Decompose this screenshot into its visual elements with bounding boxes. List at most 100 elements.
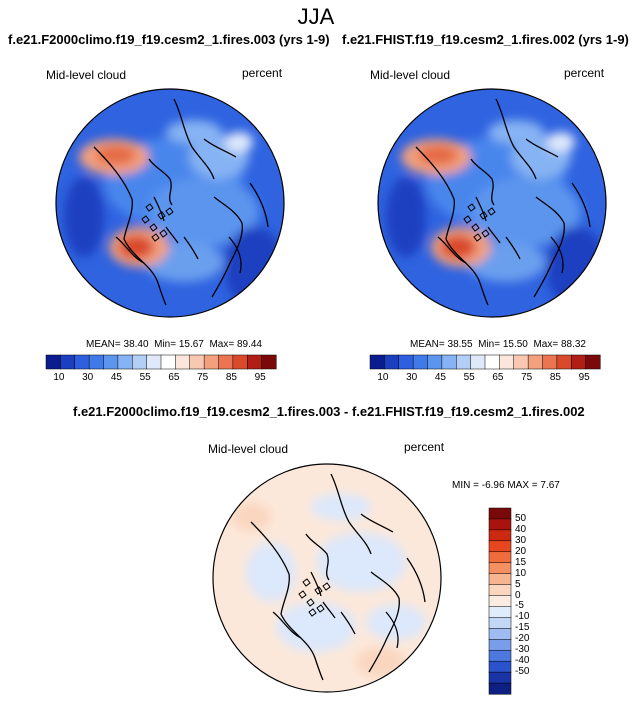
coastline <box>310 571 322 597</box>
island-outline <box>145 203 154 212</box>
colorbar-swatch <box>412 354 429 370</box>
map-border <box>212 463 442 693</box>
colorbar-tick-label: -40 <box>515 655 530 667</box>
colorbar-swatch <box>261 354 277 370</box>
island-outline <box>481 229 490 238</box>
colorbar-swatch <box>513 354 529 370</box>
field-patch <box>488 120 544 144</box>
island-outline <box>165 207 174 216</box>
coastline <box>93 146 167 306</box>
panel-1-stats: MEAN= 38.40 Min= 15.67 Max= 89.44 <box>86 339 262 350</box>
colorbar-swatch <box>542 354 558 370</box>
coastline <box>322 601 336 619</box>
colorbar-swatch <box>384 354 400 370</box>
colorbar-swatch <box>488 682 512 695</box>
coastline <box>385 611 399 649</box>
colorbar-swatch <box>488 529 512 542</box>
island-outline <box>308 608 317 617</box>
colorbar-tick-label: 65 <box>492 372 504 383</box>
colorbar-swatch <box>488 617 512 629</box>
island-outline <box>149 223 158 232</box>
colorbar-swatch <box>218 354 234 370</box>
colorbar-swatch <box>203 354 220 370</box>
diff-panel-max: 7.67 <box>540 480 560 491</box>
coastline <box>115 236 145 264</box>
colorbar-swatch <box>103 354 119 370</box>
coastline <box>340 611 356 635</box>
colorbar-swatch <box>488 562 512 575</box>
diff-panel-title: f.e21.F2000climo.f19_f19.cesm2_1.fires.0… <box>73 404 585 419</box>
colorbar-swatch <box>488 595 512 608</box>
panel-1-max: 89.44 <box>236 339 262 350</box>
diff-panel-units: percent <box>404 440 445 454</box>
panel-2-units: percent <box>564 66 605 80</box>
colorbar-swatch <box>527 354 544 370</box>
island-outline <box>159 229 168 238</box>
coastline <box>406 557 426 603</box>
field-patch <box>471 177 581 247</box>
colorbar-swatch <box>488 540 512 553</box>
colorbar-swatch <box>488 584 512 597</box>
field-patch <box>440 235 476 259</box>
colorbar-tick-label: -30 <box>515 644 530 656</box>
coastline <box>505 236 521 260</box>
colorbar-tick-label: 10 <box>515 567 527 579</box>
colorbar-tick-label: -20 <box>515 633 530 645</box>
field-patch <box>225 132 253 152</box>
field-patch <box>276 602 356 652</box>
diff-panel-stats: MIN = -6.96 MAX = 7.67 <box>452 480 560 491</box>
coastline <box>525 138 559 158</box>
panel-2-colorbar <box>369 354 601 370</box>
diff-panel-map <box>212 463 442 693</box>
panel-1-min: 15.67 <box>178 339 204 350</box>
island-outline <box>467 203 476 212</box>
field-patch <box>386 177 426 257</box>
island-outline <box>151 233 160 242</box>
field-patch <box>231 503 271 531</box>
panel-1-title: f.e21.F2000climo.f19_f19.cesm2_1.fires.0… <box>8 32 330 47</box>
panel-2-stats: MEAN= 38.55 Min= 15.50 Max= 88.32 <box>410 339 586 350</box>
island-outline <box>157 211 166 220</box>
island-outline <box>314 586 323 595</box>
colorbar-tick-label: 55 <box>463 372 475 383</box>
colorbar-swatch <box>45 354 61 370</box>
panel-2-min: 15.50 <box>502 339 528 350</box>
colorbar-swatch <box>60 354 76 370</box>
colorbar-swatch <box>499 354 515 370</box>
island-outline <box>316 604 325 613</box>
island-outline <box>141 215 150 224</box>
island-outline <box>471 223 480 232</box>
colorbar-swatch <box>132 354 148 370</box>
colorbar-tick-label: 30 <box>515 534 527 546</box>
coastline <box>153 196 165 222</box>
colorbar-tick-label: 10 <box>377 372 389 383</box>
coastline <box>228 236 242 274</box>
coastline <box>165 226 179 244</box>
colorbar-swatch <box>488 628 512 640</box>
colorbar-tick-label: 50 <box>515 512 527 524</box>
coastline <box>148 158 173 206</box>
map-border <box>377 88 607 318</box>
colorbar-tick-label: 40 <box>515 523 527 535</box>
field-patch <box>366 604 426 640</box>
colorbar-tick-label: 30 <box>406 372 418 383</box>
colorbar-tick-label: 15 <box>515 556 527 568</box>
colorbar-swatch <box>441 354 457 370</box>
colorbar-swatch <box>488 639 512 651</box>
coastline <box>368 571 400 673</box>
colorbar-swatch <box>488 518 512 531</box>
panel-2-max: 88.32 <box>560 339 586 350</box>
colorbar-swatch <box>488 507 512 520</box>
field-patch <box>149 177 259 247</box>
coastline <box>533 196 565 298</box>
colorbar-swatch <box>247 354 263 370</box>
field-patch <box>356 647 406 677</box>
coastline <box>495 98 537 180</box>
coastline <box>272 611 302 639</box>
panel-1-mean: 38.40 <box>123 339 149 350</box>
panel-1-colorbar <box>45 354 277 370</box>
colorbar-tick-label: 5 <box>515 578 521 590</box>
diff-panel-field-label: Mid-level cloud <box>208 442 289 456</box>
colorbar-swatch <box>117 354 133 370</box>
colorbar-swatch <box>189 354 205 370</box>
